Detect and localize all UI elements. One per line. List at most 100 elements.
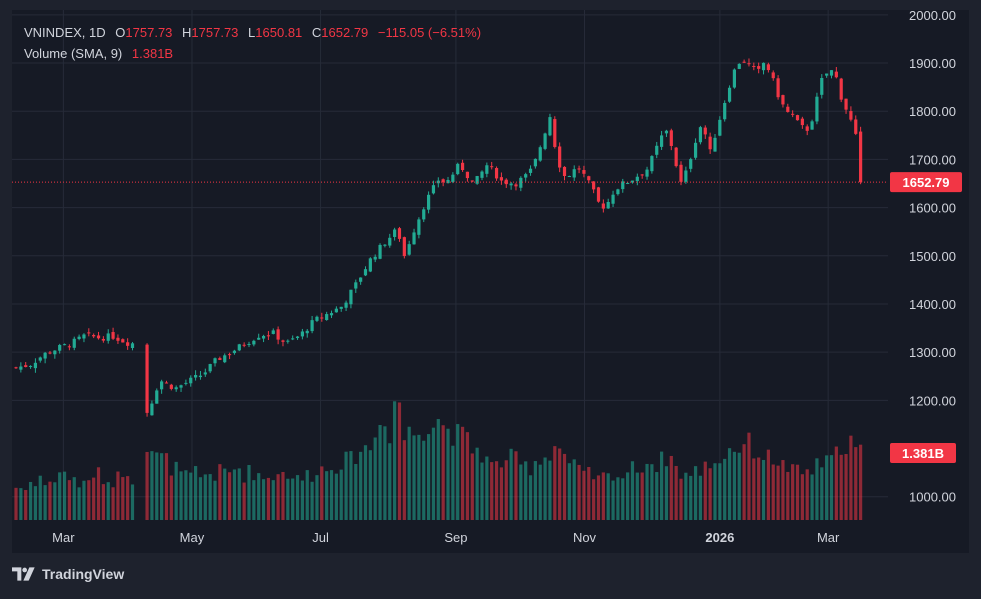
volume-bar: [786, 471, 790, 520]
volume-bar: [320, 466, 324, 520]
candle-body: [562, 166, 567, 177]
time-tick-label: Sep: [444, 530, 467, 545]
volume-bar: [257, 473, 261, 520]
volume-bar: [77, 487, 81, 520]
candle-body: [553, 119, 557, 147]
candle-body: [227, 354, 232, 356]
volume-bar: [596, 475, 601, 520]
candle-body: [587, 176, 591, 181]
legend-open: 1757.73: [125, 25, 173, 40]
brand-name[interactable]: TradingView: [42, 566, 125, 582]
candle-body: [854, 119, 858, 134]
volume-legend-label[interactable]: Volume (SMA, 9): [24, 46, 123, 61]
candle-body: [213, 358, 217, 364]
volume-bar: [815, 458, 819, 520]
price-tick-label: 1900.00: [909, 56, 956, 71]
candle-body: [145, 344, 149, 413]
candle-body: [28, 365, 33, 367]
legend-low: 1650.81: [255, 25, 303, 40]
legend-close: 1652.79: [321, 25, 369, 40]
price-axis[interactable]: 2000.00 1900.00 1800.00 1700.00 1600.00 1500.…: [909, 10, 956, 505]
volume-bar: [805, 469, 809, 520]
candle-body: [485, 165, 489, 174]
last-volume-value: 1.381B: [902, 446, 944, 461]
volume-bar: [606, 473, 610, 520]
time-tick-label: May: [180, 530, 205, 545]
candle-body: [373, 256, 377, 260]
price-tick-label: 1500.00: [909, 249, 956, 264]
candle-body: [247, 343, 251, 345]
candle-body: [659, 135, 664, 147]
candle-body: [218, 358, 222, 360]
candle-body: [567, 176, 571, 178]
candle-body: [378, 244, 382, 259]
candle-body: [291, 338, 295, 340]
chart-canvas[interactable]: 2000.00 1900.00 1800.00 1700.00 1600.00 1500.…: [12, 10, 969, 553]
candle-body: [116, 337, 120, 341]
last-price-badge: 1652.79: [890, 172, 962, 193]
candle-body: [499, 177, 504, 181]
volume-bar: [761, 459, 766, 520]
candle-body: [271, 330, 275, 334]
candle-body: [155, 390, 159, 404]
volume-bar: [732, 451, 737, 520]
volume-bar: [247, 465, 251, 520]
candle-body: [87, 332, 91, 334]
volume-bar: [237, 468, 241, 520]
candle-body: [543, 133, 547, 149]
last-price-value: 1652.79: [903, 175, 950, 190]
volume-bar: [43, 485, 47, 520]
candle-body: [689, 159, 693, 169]
volume-bar: [587, 467, 591, 520]
volume-bar: [373, 437, 377, 520]
candle-body: [344, 302, 348, 308]
legend-interval[interactable]: 1D: [89, 25, 106, 40]
legend-symbol[interactable]: VNINDEX: [24, 25, 82, 40]
volume-bar: [567, 463, 571, 520]
volume-bar: [261, 479, 266, 520]
candle-body: [359, 277, 363, 282]
candle-body: [349, 289, 353, 305]
candle-body: [703, 127, 707, 135]
volume-bar: [572, 459, 576, 520]
time-tick-label: Mar: [52, 530, 75, 545]
volume-bar: [38, 475, 42, 520]
volume-bar: [412, 435, 416, 520]
volume-bar: [155, 452, 159, 520]
volume-bar: [349, 451, 353, 520]
candle-body: [640, 174, 644, 176]
candle-body: [286, 340, 290, 342]
time-tick-label: Mar: [817, 530, 840, 545]
candle-body: [184, 382, 188, 384]
candle-body: [179, 385, 183, 388]
candle-body: [606, 201, 610, 209]
volume-bar: [844, 454, 848, 520]
volume-bar: [242, 482, 246, 520]
last-volume-badge: 1.381B: [890, 443, 956, 463]
candle-body: [223, 355, 227, 363]
volume-bar: [295, 475, 300, 520]
volume-bar: [737, 452, 741, 520]
candle-body: [426, 194, 431, 210]
volume-bar: [626, 472, 630, 520]
candle-body: [592, 181, 596, 190]
candle-body: [121, 339, 125, 343]
price-tick-label: 1200.00: [909, 393, 956, 408]
candle-body: [611, 194, 615, 204]
volume-bar: [820, 467, 824, 520]
volume-bar: [111, 487, 115, 520]
volume-bar: [184, 470, 188, 520]
time-axis[interactable]: Mar May Jul Sep Nov 2026 Mar: [12, 520, 969, 553]
candle-body: [684, 170, 688, 182]
volume-bar: [611, 480, 615, 520]
chart-panel[interactable]: 2000.00 1900.00 1800.00 1700.00 1600.00 1500.…: [12, 10, 969, 553]
footer: TradingView: [12, 566, 124, 582]
candle-body: [669, 130, 673, 146]
volume-bar: [519, 464, 523, 520]
candle-body: [698, 127, 703, 143]
candle-body: [761, 62, 766, 71]
volume-bar: [393, 401, 397, 520]
volume-bar: [271, 480, 275, 520]
tradingview-logo-icon[interactable]: [12, 567, 36, 581]
volume-bar: [62, 471, 67, 520]
